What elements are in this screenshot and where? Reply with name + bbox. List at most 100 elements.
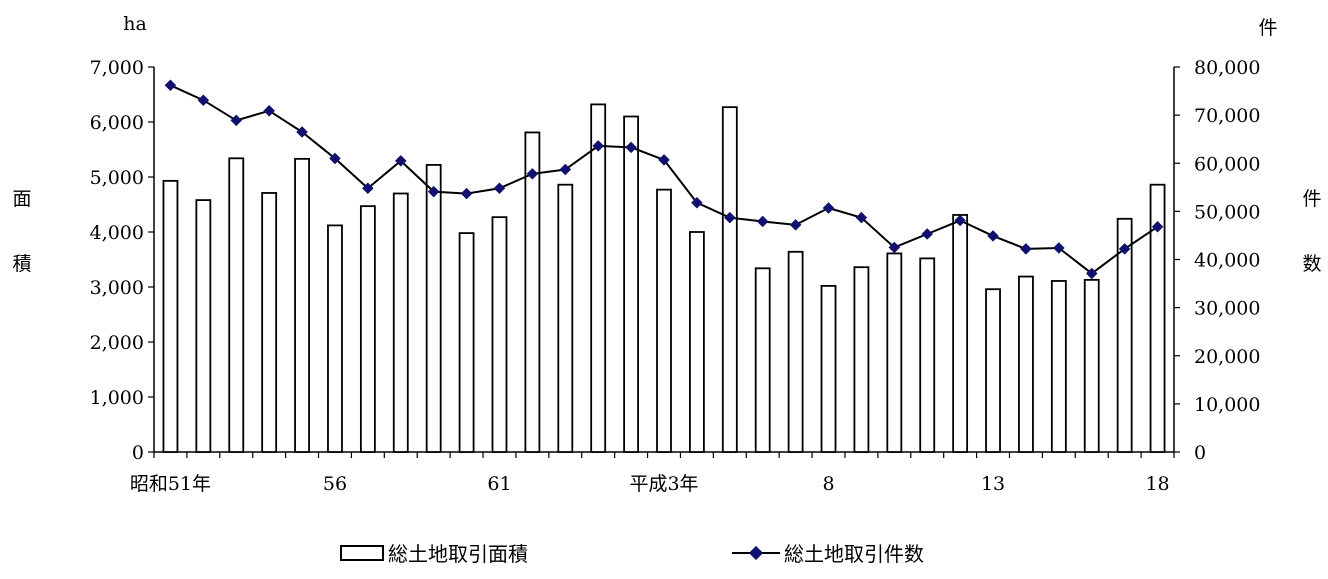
bar [1050, 280, 1067, 453]
x-tick-label: 61 [487, 473, 511, 495]
line-point [263, 104, 276, 117]
bar [886, 252, 903, 453]
line-point [230, 114, 243, 127]
y-right-tick-label: 60,000 [1194, 153, 1260, 175]
y-right-tick-label: 20,000 [1194, 346, 1260, 368]
y-right-tick-label: 40,000 [1194, 250, 1260, 272]
legend-label-area: 総土地取引面積 [388, 542, 528, 566]
y-left-axis-title-char: 積 [12, 253, 31, 275]
bar [392, 192, 409, 453]
bar [294, 157, 310, 453]
bar [425, 163, 442, 453]
bar [162, 179, 179, 453]
line-point [691, 196, 703, 209]
line-point [954, 214, 966, 227]
x-tick-label: 8 [822, 473, 834, 495]
bar [458, 232, 475, 453]
x-tick-label: 昭和51年 [130, 473, 211, 495]
bar [820, 284, 837, 453]
line-point [756, 215, 769, 228]
line-point [888, 241, 901, 254]
bar [228, 157, 245, 453]
line-point [592, 140, 605, 152]
bar [195, 199, 212, 453]
y-left-tick-label: 7,000 [90, 57, 144, 79]
bar [853, 266, 870, 453]
y-right-tick-label: 50,000 [1194, 201, 1260, 223]
bar [1149, 183, 1166, 453]
bar [1083, 278, 1100, 453]
bar [623, 115, 639, 453]
line-point [427, 185, 440, 198]
y-left-unit-label: ha [123, 13, 147, 35]
y-right-tick-label: 10,000 [1194, 394, 1260, 416]
line-point [197, 94, 210, 107]
line-point [723, 211, 736, 224]
line-point [789, 218, 802, 231]
bar [985, 288, 1001, 453]
legend-item-area: 総土地取引面積 [340, 538, 528, 567]
bar [327, 224, 343, 453]
y-right-tick-label: 0 [1194, 442, 1206, 464]
y-right-tick-label: 70,000 [1194, 105, 1260, 127]
line-point [559, 163, 572, 176]
y-left-tick-label: 3,000 [90, 277, 144, 299]
bar [1116, 217, 1133, 453]
line-point [296, 126, 308, 138]
y-left-tick-label: 4,000 [90, 222, 144, 244]
x-tick-label: 13 [981, 473, 1005, 495]
line-point [1118, 243, 1131, 255]
y-left-tick-label: 6,000 [90, 112, 144, 134]
line-point [987, 230, 999, 242]
legend-item-count: 総土地取引件数 [732, 538, 924, 567]
line-point [460, 187, 473, 200]
x-tick-label: 平成3年 [629, 473, 698, 495]
line-point [658, 154, 670, 166]
x-tick-label: 18 [1145, 473, 1169, 495]
bar [787, 250, 804, 453]
y-left-tick-label: 1,000 [90, 387, 144, 409]
bar [1018, 275, 1034, 453]
bar [919, 257, 936, 453]
y-left-tick-label: 5,000 [90, 167, 144, 189]
line-point [526, 167, 539, 180]
y-right-tick-label: 80,000 [1194, 57, 1260, 79]
bar [952, 214, 969, 453]
y-right-axis-title-char: 数 [1302, 253, 1321, 275]
y-right-tick-label: 30,000 [1194, 298, 1260, 320]
bar [689, 231, 705, 453]
y-left-tick-label: 2,000 [90, 332, 144, 354]
bar [524, 131, 541, 453]
bar [491, 216, 508, 453]
legend-line-swatch [732, 545, 780, 561]
y-right-axis-title-char: 件 [1302, 188, 1321, 210]
bar [721, 106, 738, 453]
line-point [329, 152, 341, 165]
bar [557, 183, 574, 453]
y-right-unit-label: 件 [1258, 17, 1277, 39]
line-point [921, 228, 934, 240]
line-point [1151, 220, 1164, 233]
legend-label-count: 総土地取引件数 [784, 542, 924, 566]
y-left-axis-title-char: 面 [12, 188, 31, 210]
bar [754, 267, 771, 453]
x-tick-label: 56 [323, 473, 347, 495]
legend-bar-swatch [340, 544, 384, 561]
line-point [1085, 267, 1098, 280]
line-point [1020, 243, 1032, 255]
line-point [1052, 242, 1065, 254]
bar [359, 205, 376, 453]
line-point [493, 182, 506, 195]
bar [656, 188, 672, 453]
bar [261, 192, 278, 453]
line-point [625, 141, 637, 154]
line-point [855, 211, 868, 224]
line-point [822, 202, 835, 214]
bar [590, 103, 607, 453]
line-point [362, 182, 374, 195]
line-point [394, 154, 407, 167]
line-point [164, 79, 177, 92]
y-left-tick-label: 0 [132, 442, 144, 464]
